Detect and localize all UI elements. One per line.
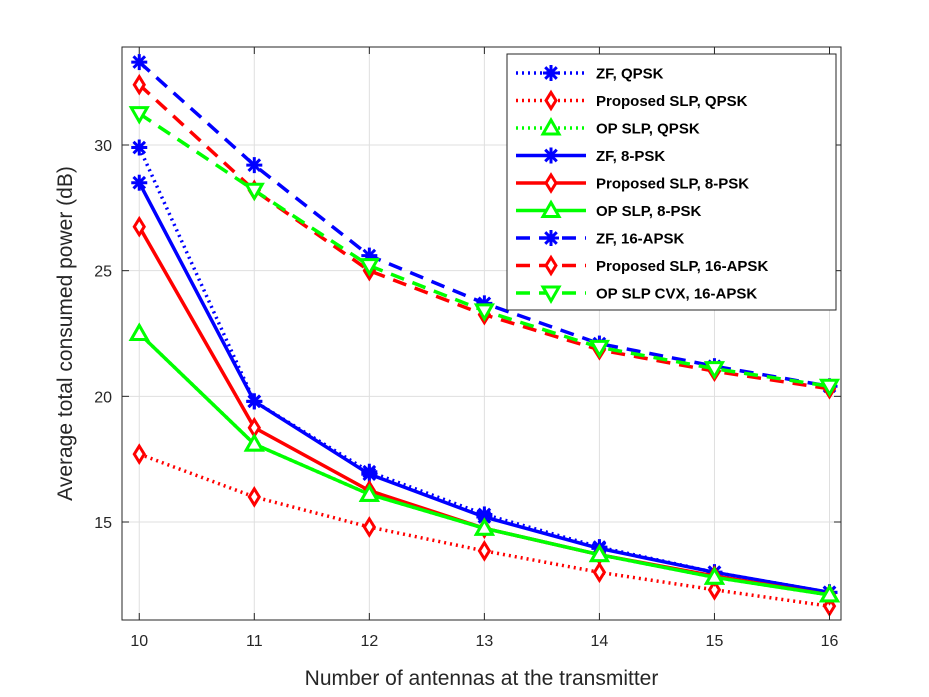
axes-box <box>121 46 842 621</box>
legend-entry: OP SLP, 8-PSK <box>516 199 701 220</box>
triangle-up-marker <box>588 543 611 563</box>
y-tick-label: 20 <box>94 389 112 406</box>
x-axis-label: Number of antennas at the transmitter <box>305 667 659 690</box>
triangle-up-marker <box>818 583 841 603</box>
x-tick-label: 11 <box>246 633 263 650</box>
diamond-marker <box>544 254 558 277</box>
diamond-marker <box>132 443 146 465</box>
x-tick-label: 12 <box>360 633 378 650</box>
series-op-slp-8-psk <box>128 322 841 603</box>
diamond-marker <box>477 540 492 562</box>
legend-entry: ZF, 8-PSK <box>516 147 665 165</box>
asterisk-marker <box>246 393 263 410</box>
y-tick-label: 30 <box>94 138 112 155</box>
triangle-up-marker <box>243 433 265 452</box>
y-axis-label: Average total consumed power (dB) <box>54 166 77 501</box>
legend-label: Proposed SLP, QPSK <box>596 93 748 110</box>
legend-label: OP SLP, 8-PSK <box>596 203 701 220</box>
tick-labels: 10 11 12 13 14 15 16 15 20 25 30 <box>94 47 841 650</box>
asterisk-marker <box>131 139 148 156</box>
x-tick-label: 14 <box>591 633 609 650</box>
diamond-marker <box>544 89 558 112</box>
diamond-marker <box>132 73 146 96</box>
triangle-down-marker <box>473 303 495 322</box>
asterisk-marker <box>131 54 148 71</box>
triangle-up-marker <box>703 566 726 585</box>
legend-label: Proposed SLP, 16-APSK <box>596 258 768 275</box>
x-tick-label: 13 <box>475 633 493 650</box>
legend-entry: Proposed SLP, 16-APSK <box>516 254 768 277</box>
legend-entry: Proposed SLP, 8-PSK <box>516 172 749 194</box>
x-tick-label: 10 <box>130 633 148 650</box>
triangle-down-marker <box>540 285 562 305</box>
legend-label: ZF, 8-PSK <box>596 148 665 165</box>
legend-entry: OP SLP CVX, 16-APSK <box>516 285 757 305</box>
y-tick-label: 15 <box>94 515 112 532</box>
asterisk-marker <box>543 65 559 81</box>
diamond-marker <box>362 516 377 538</box>
legend-label: ZF, 16-APSK <box>596 231 685 248</box>
legend-label: OP SLP, QPSK <box>596 121 700 138</box>
legend-entry: OP SLP, QPSK <box>516 116 700 138</box>
triangle-down-marker <box>128 106 150 125</box>
triangle-down-marker <box>243 182 265 202</box>
series-lines <box>128 54 841 618</box>
triangle-down-marker <box>358 258 380 277</box>
diamond-marker <box>544 172 558 194</box>
legend-entry: ZF, QPSK <box>516 65 664 83</box>
triangle-up-marker <box>128 322 150 341</box>
asterisk-marker <box>543 230 559 246</box>
y-tick-label: 25 <box>94 264 112 281</box>
triangle-up-marker <box>540 116 562 136</box>
diamond-marker <box>247 486 262 508</box>
legend-label: OP SLP CVX, 16-APSK <box>596 286 757 303</box>
x-tick-label: 15 <box>706 633 724 650</box>
triangle-down-marker <box>703 361 726 380</box>
legend-label: Proposed SLP, 8-PSK <box>596 176 749 193</box>
series-op-slp-cvx-16-apsk <box>128 106 841 398</box>
triangle-down-marker <box>818 378 841 398</box>
triangle-up-marker <box>540 199 562 218</box>
asterisk-marker <box>246 157 263 174</box>
asterisk-marker <box>543 147 559 164</box>
legend-label: ZF, QPSK <box>596 66 664 83</box>
diamond-marker <box>132 215 146 238</box>
asterisk-marker <box>131 174 148 191</box>
diamond-marker <box>707 578 722 601</box>
legend: ZF, QPSK Proposed SLP, QPSK OP SLP, QPSK ZF… <box>506 53 837 311</box>
diamond-marker <box>592 561 607 584</box>
asterisk-marker <box>361 466 378 483</box>
legend-entry: ZF, 16-APSK <box>516 230 685 248</box>
legend-entry: Proposed SLP, QPSK <box>516 89 748 112</box>
triangle-up-marker <box>473 517 495 536</box>
triangle-down-marker <box>588 339 611 359</box>
triangle-up-marker <box>358 483 380 502</box>
x-tick-label: 16 <box>821 633 839 650</box>
